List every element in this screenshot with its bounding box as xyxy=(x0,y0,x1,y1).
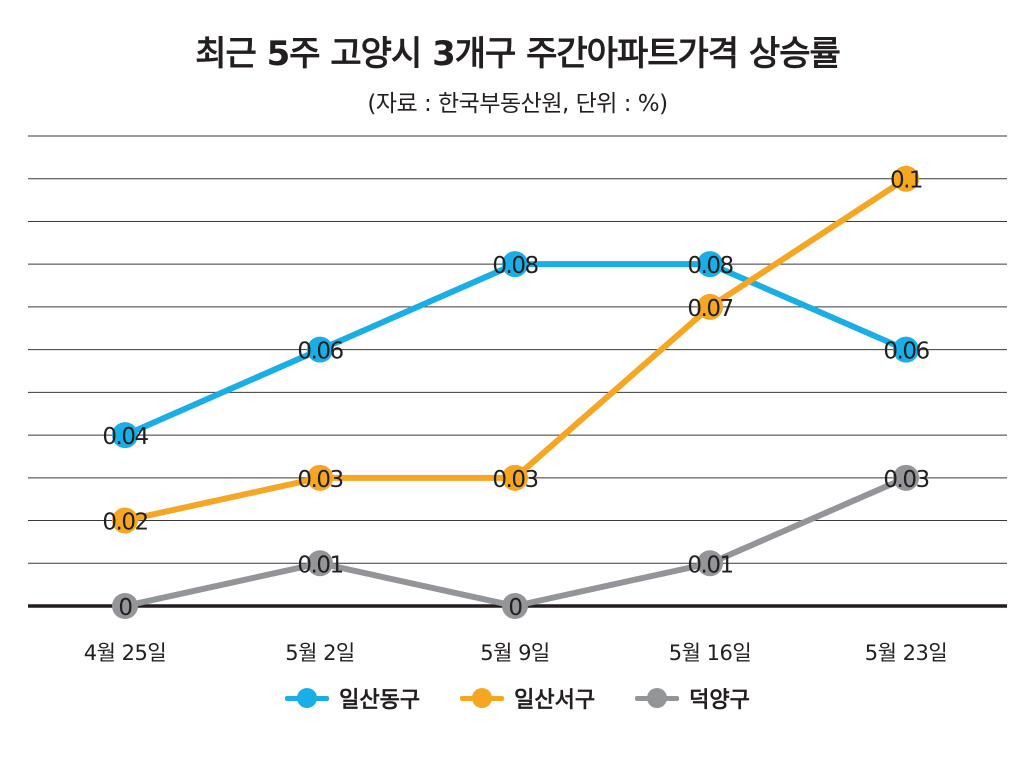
data-point-2 xyxy=(502,593,528,619)
data-label: 0.03 xyxy=(883,467,928,493)
data-point-1 xyxy=(307,464,333,491)
data-label: 0.08 xyxy=(687,253,733,279)
data-label: 0.04 xyxy=(102,424,148,450)
data-point-0 xyxy=(697,251,723,278)
data-label: 0.01 xyxy=(297,552,342,578)
data-label: 0.1 xyxy=(890,168,922,194)
data-point-0 xyxy=(112,422,138,449)
data-point-1 xyxy=(697,293,723,320)
legend-swatch xyxy=(460,688,505,708)
data-point-0 xyxy=(307,336,333,363)
legend-item: 덕양구 xyxy=(635,682,750,714)
data-point-0 xyxy=(893,336,919,363)
x-tick-label: 5월 16일 xyxy=(669,641,751,665)
data-label: 0 xyxy=(118,595,132,621)
legend-item: 일산서구 xyxy=(460,682,595,714)
data-point-2 xyxy=(697,550,723,577)
data-label: 0.08 xyxy=(492,253,538,279)
data-point-2 xyxy=(893,464,919,491)
data-point-1 xyxy=(502,464,528,491)
chart-legend: 일산동구 일산서구 덕양구 xyxy=(0,680,1035,716)
chart-title: 최근 5주 고양시 3개구 주간아파트가격 상승률 xyxy=(195,34,841,74)
legend-label: 일산서구 xyxy=(514,688,596,713)
data-label: 0.02 xyxy=(102,510,147,536)
legend-label: 덕양구 xyxy=(689,688,750,713)
data-label: 0.07 xyxy=(687,296,732,322)
legend-item: 일산동구 xyxy=(285,682,420,714)
data-point-0 xyxy=(502,251,528,278)
data-label: 0.03 xyxy=(297,467,342,493)
data-label: 0 xyxy=(508,595,522,621)
legend-swatch xyxy=(635,688,680,708)
data-point-1 xyxy=(893,165,919,192)
x-tick-label: 5월 9일 xyxy=(480,641,550,665)
data-label: 0.06 xyxy=(297,339,343,365)
data-label: 0.03 xyxy=(492,467,537,493)
data-point-2 xyxy=(112,593,138,619)
x-tick-label: 5월 2일 xyxy=(285,641,355,665)
x-tick-label: 4월 25일 xyxy=(84,641,166,665)
chart-subtitle: (자료 : 한국부동산원, 단위 : %) xyxy=(367,91,668,117)
data-point-1 xyxy=(112,507,138,534)
data-point-2 xyxy=(307,550,333,577)
data-label: 0.06 xyxy=(883,339,929,365)
data-label: 0.01 xyxy=(687,552,732,578)
legend-label: 일산동구 xyxy=(339,688,421,713)
x-tick-label: 5월 23일 xyxy=(865,641,947,665)
legend-swatch xyxy=(285,688,330,708)
